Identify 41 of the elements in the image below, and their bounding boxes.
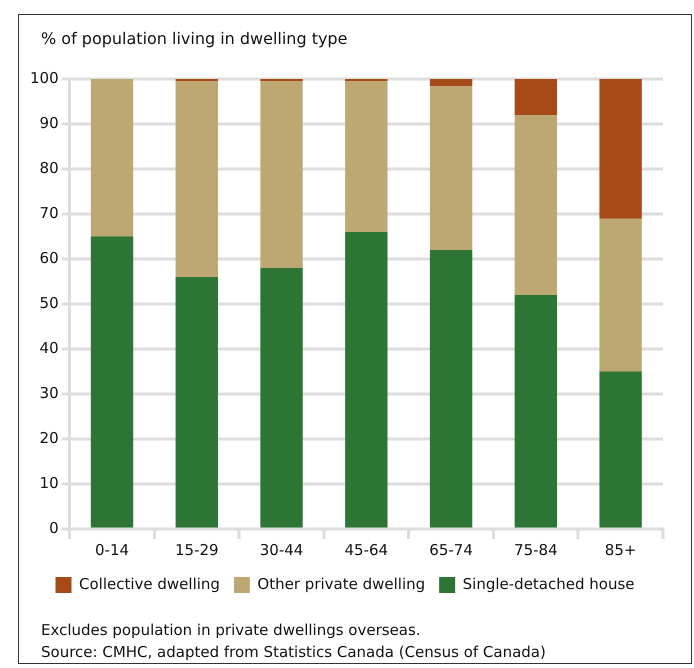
bar bbox=[599, 372, 642, 528]
y-tick-label: 0 bbox=[49, 518, 59, 537]
y-tick-label: 40 bbox=[40, 338, 59, 357]
bar bbox=[599, 218, 642, 372]
legend-label: Single-detached house bbox=[462, 574, 635, 593]
y-tick-label: 100 bbox=[30, 68, 59, 87]
text: Excludes population in private dwellings overseas. bbox=[41, 620, 422, 641]
y-tick-label: 80 bbox=[40, 158, 59, 177]
y-tick-label: 10 bbox=[40, 474, 59, 492]
bar bbox=[345, 81, 388, 232]
bar bbox=[176, 81, 218, 277]
bar bbox=[176, 277, 218, 528]
y-tick-label: 60 bbox=[40, 248, 59, 267]
y-tick-label: 50 bbox=[40, 294, 59, 312]
bar bbox=[345, 232, 388, 528]
bar bbox=[430, 79, 472, 86]
legend-label: Collective dwelling bbox=[79, 574, 220, 593]
y-tick-label: 70 bbox=[40, 204, 59, 222]
x-tick-label: 0-14 bbox=[94, 540, 130, 559]
bar bbox=[260, 268, 303, 528]
x-tick-label: 30-44 bbox=[260, 540, 304, 559]
bar bbox=[599, 79, 642, 218]
x-tick-label: 45-64 bbox=[344, 540, 388, 559]
x-tick-label: 15-29 bbox=[174, 540, 219, 559]
bar bbox=[514, 79, 558, 115]
source-note: Source: CMHC, adapted from Statistics Canada (Census of Canada) bbox=[41, 642, 546, 663]
y-tick-label: 30 bbox=[40, 384, 59, 402]
bar bbox=[90, 236, 134, 528]
bar bbox=[430, 86, 472, 250]
x-tick-label: 85+ bbox=[604, 540, 636, 559]
y-tick-label: 90 bbox=[40, 114, 59, 132]
x-tick-label: 75-84 bbox=[514, 540, 558, 559]
y-axis-title: % of population living in dwelling type bbox=[41, 29, 348, 48]
bar bbox=[514, 115, 558, 295]
y-tick-label: 20 bbox=[40, 428, 59, 447]
bar bbox=[430, 250, 472, 528]
bar bbox=[514, 295, 558, 528]
bar bbox=[90, 79, 134, 236]
x-tick-label: 65-74 bbox=[429, 540, 473, 559]
bar bbox=[260, 81, 303, 268]
legend-label: Other private dwelling bbox=[257, 574, 426, 593]
